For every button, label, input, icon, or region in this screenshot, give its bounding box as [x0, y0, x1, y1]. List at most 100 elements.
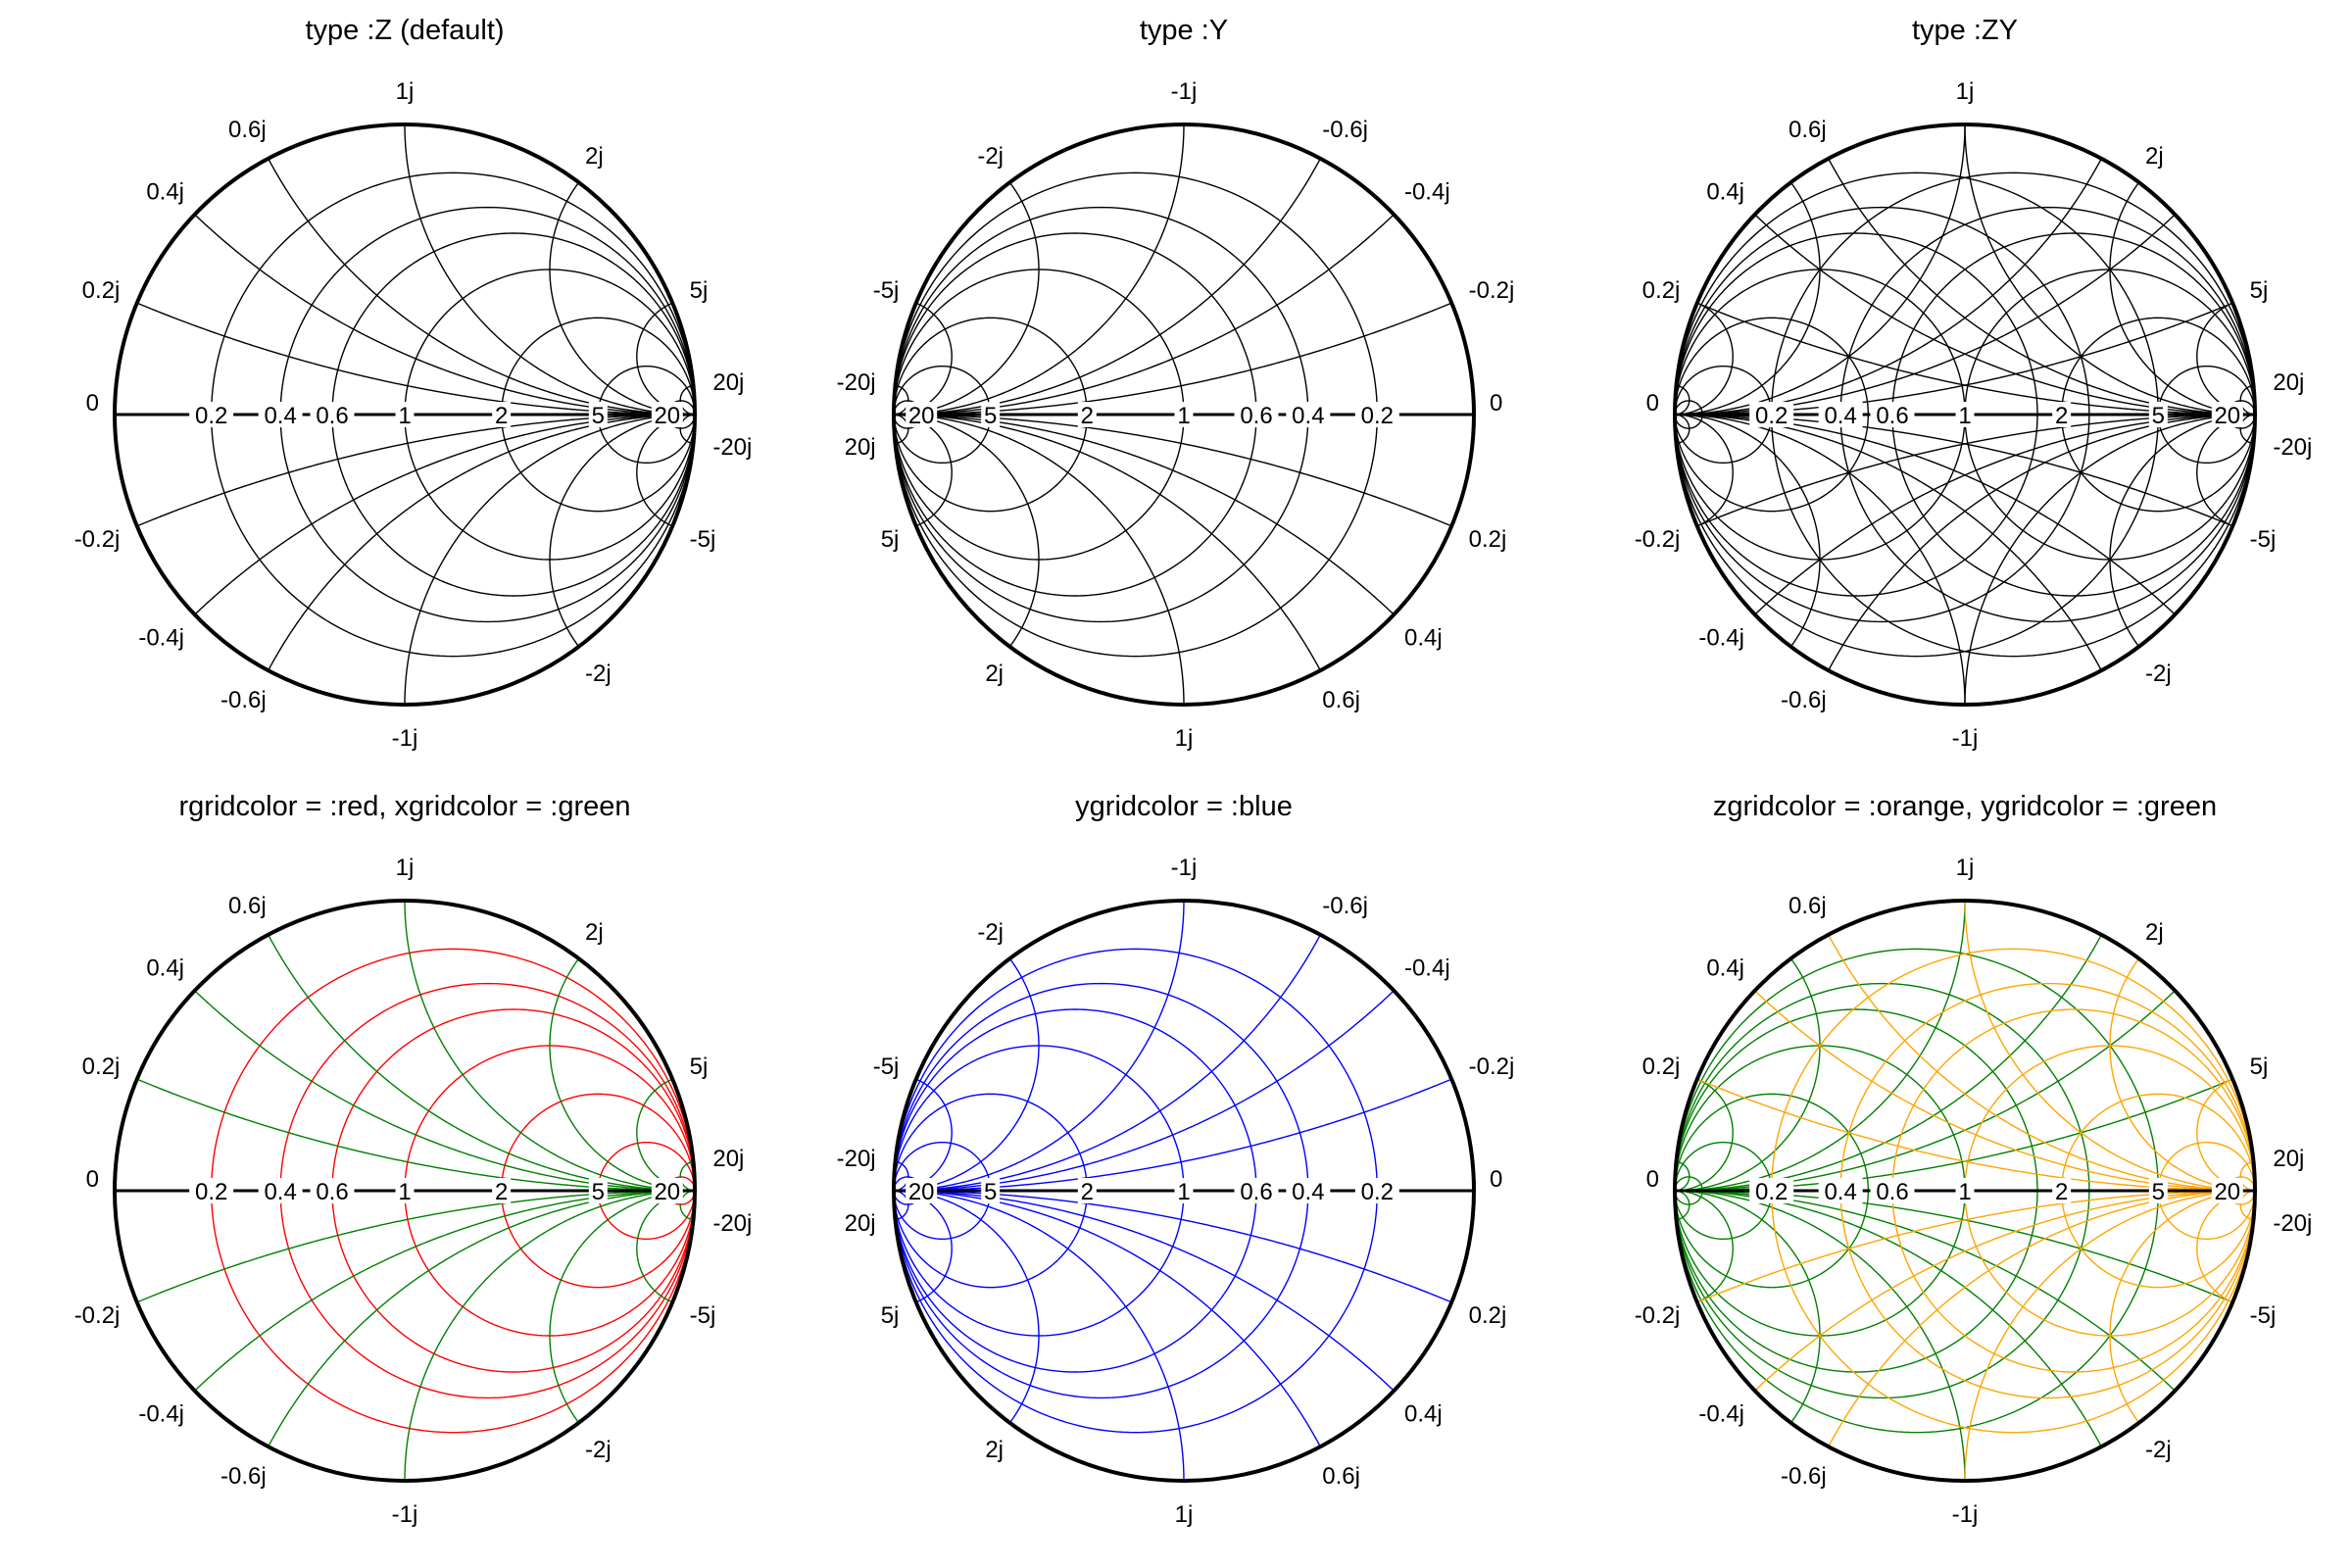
imag-tick-label: -0.6j	[1322, 893, 1368, 919]
y-grid-reactance-arc	[893, 1078, 953, 1192]
imag-tick-label: -0.6j	[1781, 1463, 1827, 1490]
tick-labels: 0.2 0.4 0.6 1 2 5 20 -0.2j 0.2j -0.4j 0.4j -0.6j 0.6…	[837, 855, 1515, 1528]
imag-tick-label: -0.2j	[1635, 526, 1681, 553]
imag-tick-label: 5j	[881, 526, 900, 553]
imag-tick-label: -1j	[1952, 725, 1979, 752]
real-tick-label: 0.4	[1824, 1179, 1856, 1205]
real-tick-label: 0.6	[316, 403, 348, 429]
imag-tick-label: -0.6j	[1781, 687, 1827, 713]
z-grid-reactance-arc	[1696, 414, 2255, 527]
real-tick-label: 0.2	[195, 1179, 227, 1205]
imag-tick-label: -0.2j	[1469, 1054, 1515, 1080]
z-grid-reactance-arc	[1696, 1190, 2255, 1303]
real-tick-label: 5	[2152, 403, 2165, 429]
tick-labels: 0.2 0.4 0.6 1 2 5 20 0.2j -0.2j 0.4j -0.4j 0.6j -0.6…	[74, 78, 753, 752]
imag-tick-label: -0.2j	[74, 526, 121, 553]
tick-label-background	[588, 1178, 608, 1203]
tick-label-background	[310, 402, 355, 427]
imag-tick-label: 5j	[2250, 277, 2269, 304]
imag-tick-label: 1j	[1956, 855, 1975, 881]
tick-label-background	[310, 1178, 355, 1203]
real-tick-label: 0.6	[1876, 1179, 1908, 1205]
imag-tick-label: -2j	[585, 661, 612, 687]
z-grid-reactance-arc	[1828, 158, 2255, 416]
real-tick-label: 5	[2152, 1179, 2165, 1205]
tick-labels: 0.2 0.4 0.6 1 2 5 20 0.2j -0.2j 0.4j -0.4j 0.6j -0.6…	[74, 855, 753, 1528]
real-tick-label: 0.4	[1292, 403, 1324, 429]
imag-tick-label: 0.4j	[1404, 625, 1443, 652]
real-tick-label: 5	[592, 403, 605, 429]
real-tick-label: 1	[398, 1179, 411, 1205]
imag-tick-label: 0.6j	[228, 893, 267, 919]
imag-tick-label: -1j	[392, 725, 418, 752]
chart-title: rgridcolor = :red, xgridcolor = :green	[179, 791, 631, 822]
imag-tick-label: 1j	[396, 78, 415, 105]
y-grid-reactance-arc	[1675, 302, 2233, 416]
z-grid-reactance-arc	[136, 1078, 695, 1192]
imag-tick-label: -20j	[837, 369, 876, 396]
chart-title: type :ZY	[1912, 15, 2018, 46]
imag-tick-label: 0.4j	[1404, 1401, 1443, 1428]
y-grid-reactance-arc	[1675, 414, 1966, 706]
real-tick-label: 0.4	[1292, 1179, 1324, 1205]
tick-label-background	[258, 1178, 303, 1203]
imag-tick-label: 0.2j	[82, 277, 121, 304]
z-grid-reactance-arc	[636, 1190, 696, 1303]
smith-chart-panel: ygridcolor = :blue0.20.40.612520-0.2j0.2…	[837, 791, 1515, 1528]
tick-label-background	[981, 402, 1001, 427]
z-grid-reactance-arc	[1964, 1190, 2255, 1482]
real-tick-label: 1	[1958, 1179, 1971, 1205]
tick-label-background	[1286, 1178, 1331, 1203]
real-tick-label: 1	[398, 403, 411, 429]
z-grid-reactance-arc	[1828, 934, 2255, 1192]
z-grid-reactance-arc	[404, 900, 695, 1192]
z-grid-reactance-arc	[194, 214, 695, 416]
z-grid-reactance-arc	[268, 1190, 695, 1447]
imag-tick-label: -20j	[2273, 434, 2312, 461]
z-grid-reactance-arc	[1754, 414, 2255, 615]
y-grid-reactance-arc	[1675, 900, 1966, 1192]
real-tick-label: 0.6	[316, 1179, 348, 1205]
z-grid-reactance-arc	[549, 957, 695, 1192]
imag-tick-label: 20j	[2273, 369, 2304, 396]
y-grid-reactance-arc	[894, 414, 1452, 527]
outer-boundary-circle	[1673, 899, 2257, 1483]
tick-label-background	[2052, 1178, 2072, 1203]
z-grid-reactance-arc	[1754, 990, 2255, 1192]
imag-tick-label: 2j	[985, 661, 1004, 687]
tick-label-background	[492, 402, 512, 427]
z-grid-reactance-arc	[268, 934, 695, 1192]
tick-label-background	[651, 1178, 683, 1203]
tick-label-background	[906, 1178, 938, 1203]
z-grid-reactance-arc	[1696, 302, 2255, 416]
tick-label-background	[1870, 402, 1915, 427]
imag-tick-label: 0.2j	[1642, 277, 1681, 304]
imag-tick-label: -5j	[690, 526, 716, 553]
tick-label-background	[1818, 1178, 1863, 1203]
y-grid-reactance-arc	[894, 414, 1185, 706]
z-grid-reactance-arc	[404, 1190, 695, 1482]
imag-tick-label: -0.2j	[1469, 277, 1515, 304]
imag-tick-label: 2j	[2145, 919, 2164, 946]
y-grid-reactance-arc	[893, 1190, 953, 1303]
real-tick-label: 0.2	[195, 403, 227, 429]
chart-title: type :Z (default)	[305, 15, 504, 46]
imag-tick-label: 5j	[690, 277, 709, 304]
imag-tick-label: 20j	[712, 369, 744, 396]
real-tick-label: 0.6	[1240, 403, 1272, 429]
smith-chart-panel: zgridcolor = :orange, ygridcolor = :gree…	[1635, 791, 2313, 1528]
z-grid-reactance-arc	[549, 181, 695, 416]
real-tick-label: 0.2	[1755, 403, 1788, 429]
real-tick-label: 0.2	[1361, 1179, 1394, 1205]
imag-tick-label: 1j	[1175, 725, 1194, 752]
imag-tick-label: 0.6j	[228, 117, 267, 143]
y-grid-reactance-arc	[1675, 123, 1966, 416]
chart-title: type :Y	[1140, 15, 1228, 46]
z-grid-reactance-arc	[2109, 414, 2255, 648]
y-grid-reactance-arc	[1675, 414, 2176, 615]
y-grid-reactance-arc	[1675, 1078, 2233, 1192]
y-grid-reactance-arc	[894, 158, 1321, 416]
z-grid-reactance-arc	[1754, 1190, 2255, 1392]
y-grid-reactance-arc	[894, 414, 1395, 615]
